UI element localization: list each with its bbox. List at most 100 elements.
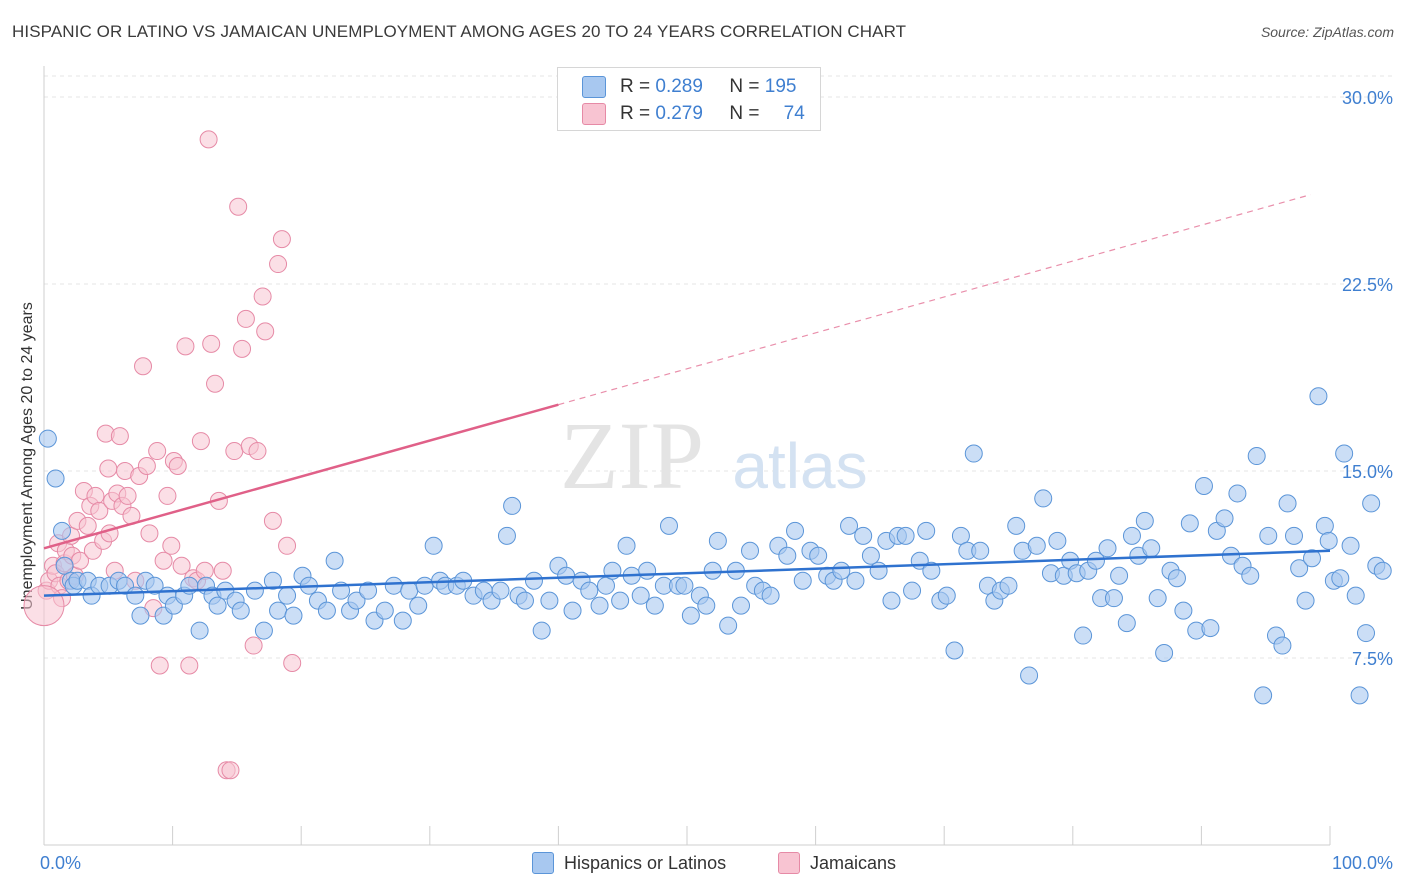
hispanics-point — [524, 571, 543, 590]
legend-swatch-blue — [582, 76, 606, 98]
hispanics-point — [254, 621, 273, 640]
hispanics-point — [532, 621, 551, 640]
jamaicans-point — [150, 656, 169, 675]
hispanics-point — [1357, 624, 1376, 643]
legend-r-label: R = — [620, 76, 651, 97]
hispanics-point — [741, 541, 760, 560]
hispanics-point — [708, 531, 727, 550]
jamaicans-point — [221, 761, 240, 780]
hispanics-point — [284, 606, 303, 625]
jamaicans-point — [283, 653, 302, 672]
jamaicans-point — [158, 486, 177, 505]
jamaicans-point — [99, 459, 118, 478]
hispanics-point — [1331, 569, 1350, 588]
hispanics-point — [617, 536, 636, 555]
jamaicans-point — [78, 516, 97, 535]
hispanics-point — [1135, 511, 1154, 530]
hispanics-point — [809, 546, 828, 565]
hispanics-point — [1290, 559, 1309, 578]
hispanics-point — [1201, 619, 1220, 638]
bottom-legend-swatch-pink — [778, 852, 800, 874]
chart-title: HISPANIC OR LATINO VS JAMAICAN UNEMPLOYM… — [12, 22, 907, 41]
hispanics-point — [786, 521, 805, 540]
hispanics-point — [922, 561, 941, 580]
legend: R = 0.289 N = 195 R = 0.279 N = 74 — [557, 67, 821, 131]
hispanics-point — [557, 566, 576, 585]
jamaicans-point — [148, 442, 167, 461]
hispanics-point — [1309, 387, 1328, 406]
jamaicans-point — [248, 442, 267, 461]
watermark-zip: ZIP — [560, 402, 704, 509]
hispanics-point — [1284, 526, 1303, 545]
hispanics-point — [540, 591, 559, 610]
source-label: Source: ZipAtlas.com — [1260, 24, 1394, 40]
axes — [43, 66, 1331, 846]
jamaicans-point — [86, 486, 105, 505]
jamaicans-point — [244, 636, 263, 655]
hispanics-point — [596, 576, 615, 595]
hispanics-point — [1155, 644, 1174, 663]
hispanics-point — [675, 576, 694, 595]
jamaicans-point — [90, 501, 109, 520]
legend-n-value: 74 — [783, 103, 805, 124]
jamaicans-point — [176, 337, 195, 356]
jamaicans-point — [195, 561, 214, 580]
hispanics-point — [1315, 516, 1334, 535]
hispanics-point — [945, 641, 964, 660]
jamaicans-point — [23, 585, 65, 627]
hispanics-point — [1020, 666, 1039, 685]
bottom-legend-swatch-blue — [532, 852, 554, 874]
hispanics-point — [208, 596, 227, 615]
y-tick-label: 15.0% — [1342, 462, 1393, 482]
hispanics-point — [1362, 494, 1381, 513]
hispanics-point — [1228, 484, 1247, 503]
jamaicans-point — [263, 511, 282, 530]
hispanics-point — [840, 516, 859, 535]
jamaicans-trend-extension — [558, 194, 1311, 406]
hispanics-point — [697, 596, 716, 615]
hispanics-point — [659, 516, 678, 535]
legend-n-label: N = — [729, 103, 760, 124]
hispanics-point — [145, 576, 164, 595]
hispanics-point — [384, 576, 403, 595]
jamaicans-point — [272, 230, 291, 249]
hispanics-point — [278, 586, 297, 605]
hispanics-point — [1167, 569, 1186, 588]
jamaicans-point — [199, 130, 218, 149]
hispanics-point — [761, 586, 780, 605]
jamaicans-points — [23, 130, 302, 780]
hispanics-point — [515, 591, 534, 610]
hispanics-point — [1180, 514, 1199, 533]
jamaicans-point — [236, 309, 255, 328]
hispanics-point — [563, 601, 582, 620]
jamaicans-point — [256, 322, 275, 341]
hispanics-point — [317, 601, 336, 620]
hispanics-point — [937, 586, 956, 605]
hispanics-point — [1254, 686, 1273, 705]
hispanics-point — [1302, 549, 1321, 568]
hispanics-point — [190, 621, 209, 640]
hispanics-point — [1350, 686, 1369, 705]
hispanics-point — [846, 571, 865, 590]
hispanics-point — [793, 571, 812, 590]
hispanics-point — [638, 561, 657, 580]
legend-r-label: R = — [620, 103, 651, 124]
hispanics-point — [1194, 476, 1213, 495]
bottom-legend-jamaicans: Jamaicans — [778, 852, 896, 874]
hispanics-point — [882, 591, 901, 610]
hispanics-point — [778, 546, 797, 565]
x-tick-label: 0.0% — [40, 853, 81, 873]
legend-swatch-pink — [582, 103, 606, 125]
hispanics-point — [1335, 444, 1354, 463]
hispanics-point — [1110, 566, 1129, 585]
jamaicans-point — [202, 334, 221, 353]
jamaicans-point — [180, 656, 199, 675]
legend-row-hispanics: R = 0.289 N = 195 — [582, 74, 796, 100]
hispanics-point — [1086, 551, 1105, 570]
bottom-legend-hispanics: Hispanics or Latinos — [532, 852, 726, 874]
hispanics-point — [1215, 509, 1234, 528]
hispanics-point — [1122, 526, 1141, 545]
hispanics-point — [497, 526, 516, 545]
jamaicans-point — [233, 339, 252, 358]
legend-row-jamaicans: R = 0.279 N = 74 — [582, 101, 805, 127]
